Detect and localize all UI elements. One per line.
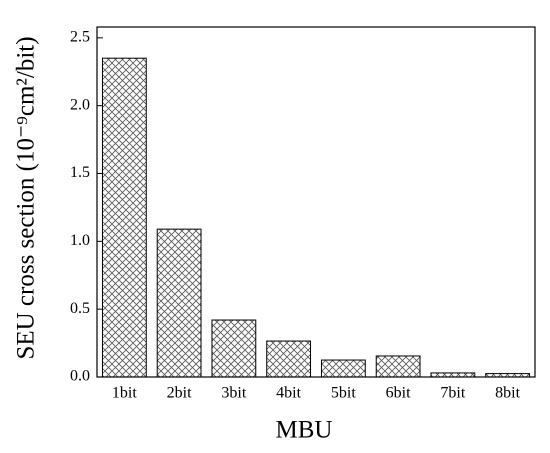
y-tick-label: 0.0 xyxy=(70,368,90,385)
y-tick-label: 0.5 xyxy=(70,300,90,317)
x-tick-label: 7bit xyxy=(440,385,465,402)
y-axis-title: SEU cross section (10⁻⁹cm²/bit) xyxy=(13,36,40,359)
bar xyxy=(266,340,312,378)
bar xyxy=(211,319,257,378)
bar xyxy=(320,359,366,378)
bar xyxy=(101,57,147,378)
x-tick-label: 3bit xyxy=(221,385,246,402)
plot-frame xyxy=(96,26,536,378)
x-axis-title: MBU xyxy=(276,417,333,444)
bar xyxy=(156,228,202,378)
y-tick-label: 1.0 xyxy=(70,232,90,249)
x-tick-label: 6bit xyxy=(386,385,411,402)
y-tick-label: 2.0 xyxy=(70,96,90,113)
y-tick-label: 1.5 xyxy=(70,164,90,181)
bar xyxy=(430,372,476,378)
x-tick-label: 1bit xyxy=(112,385,137,402)
x-tick-label: 8bit xyxy=(495,385,520,402)
y-tick-label: 2.5 xyxy=(70,29,90,46)
x-tick-label: 5bit xyxy=(331,385,356,402)
x-tick-label: 4bit xyxy=(276,385,301,402)
bar xyxy=(375,355,421,378)
x-tick-label: 2bit xyxy=(167,385,192,402)
